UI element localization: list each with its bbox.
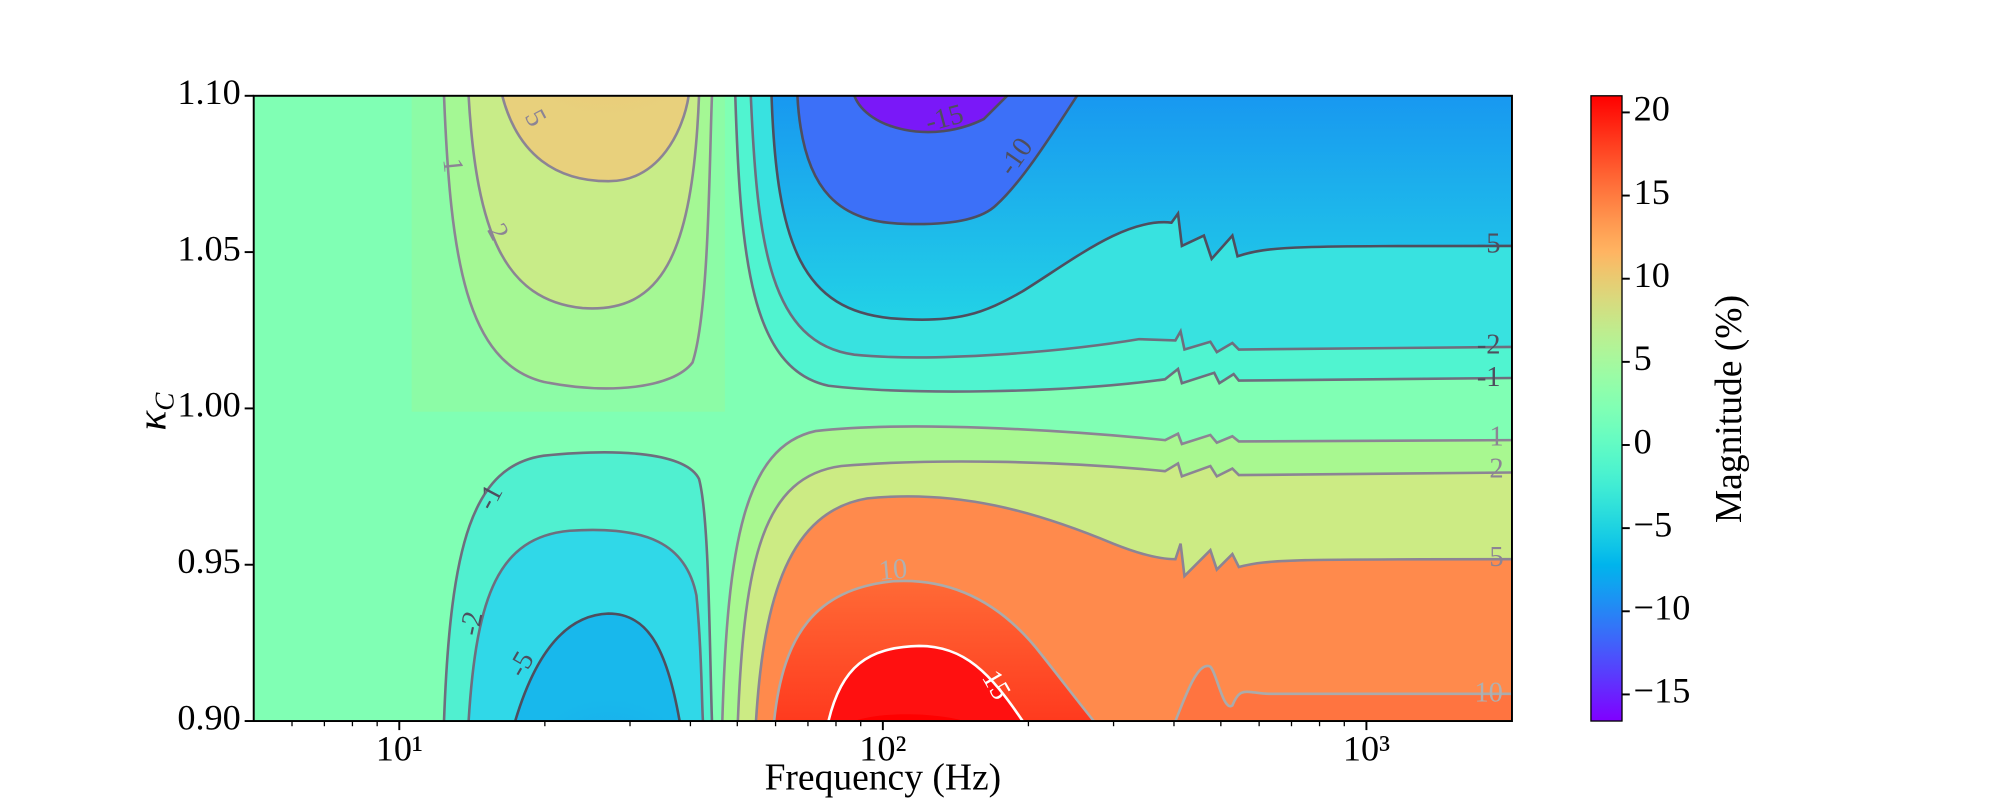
contour-label: 10 [878,554,909,587]
contour-line [796,95,1079,226]
contour-line [442,95,714,390]
contour-line [853,95,1009,134]
colorbar-tick-label: 15 [1634,172,1670,212]
contour-line [1174,664,1512,722]
colorbar-label: Magnitude (%) [1709,295,1750,523]
contour-line [501,95,690,183]
contour-fill [550,669,667,722]
contour-label: -1 [1477,362,1501,393]
colorbar-tick-label: −15 [1634,671,1691,711]
contour-label: 10 [1474,678,1502,709]
y-axis-label: κC [129,392,180,431]
contour-fill [854,714,965,722]
contour-fill [1175,666,1512,722]
y-tick-label: 0.90 [177,697,240,737]
contour-label: -5 [1477,228,1501,259]
contour-label: 5 [1489,542,1503,573]
contour-label: 2 [1489,454,1503,485]
y-tick-label: 0.95 [177,541,240,581]
y-tick-label: 1.10 [177,72,240,112]
x-tick-label: 10¹ [376,728,423,768]
colorbar-tick-label: −5 [1634,504,1673,544]
contour-line [721,425,1512,722]
x-axis-label: Frequency (Hz) [765,758,1002,799]
x-tick-label: 10² [859,728,906,768]
contour-line [754,495,1512,722]
colorbar-tick-label: 5 [1634,338,1652,378]
contour-fill [797,95,1078,225]
colorbar-tick-label: 0 [1634,421,1652,461]
contour-line [772,579,1095,722]
contour-field: -15 -10 -5 -2 -1 1 2 5 10 10 15 5 1 2 -1… [253,95,1512,722]
axes: 10¹ 10² 10³ 0.90 0.95 1.00 1.05 1.10 −15 −10 −5 0 5 1… [177,72,1690,768]
contour-line [827,644,1024,722]
contour-fill [854,95,1008,132]
y-axis-label-subscript: C [149,392,179,411]
contour-label: -2 [454,609,489,639]
contour-line [442,451,714,722]
colorbar [1590,95,1623,722]
contour-line [770,95,1512,322]
contour-line [467,528,705,722]
colorbar-tick-label: −10 [1634,588,1691,628]
contour-line [513,612,681,722]
y-tick-label: 1.00 [177,385,240,425]
contour-line [749,95,1512,359]
contour-label: 1 [1489,421,1503,452]
colorbar-tick-label: 10 [1634,255,1670,295]
contour-line [733,95,1512,393]
contour-label: 1 [436,157,468,174]
colorbar-tick-label: 20 [1634,89,1670,129]
contour-line [467,95,701,310]
contour-label: -2 [1477,329,1501,360]
contour-line [736,460,1512,722]
contour-fill [537,95,680,148]
y-tick-label: 1.05 [177,228,240,268]
y-axis-label-symbol: κ [129,410,175,431]
x-tick-label: 10³ [1343,728,1390,768]
